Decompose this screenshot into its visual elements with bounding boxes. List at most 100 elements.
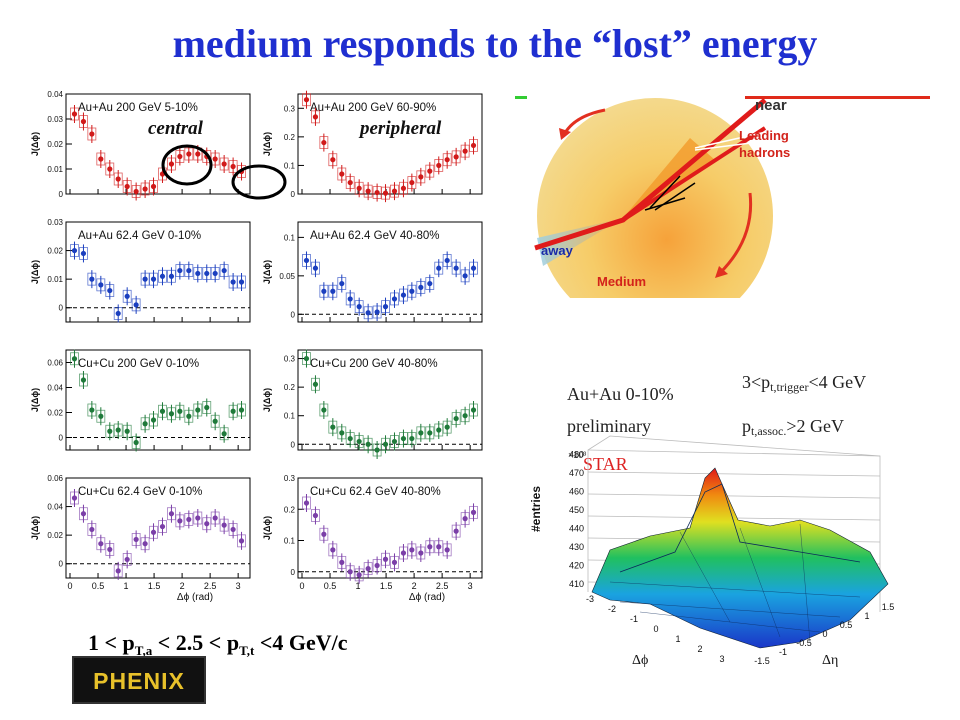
y-tick-label: 0.1: [284, 161, 296, 170]
y-tick-label: 0.04: [47, 503, 63, 512]
y-tick-label: 0: [59, 560, 64, 569]
data-point: [195, 515, 201, 521]
data-point: [168, 273, 175, 279]
y-axis-label: J(Δϕ): [30, 388, 40, 412]
data-point: [177, 408, 183, 414]
central-label: central: [148, 118, 204, 139]
phenix-logo: PHENIX: [72, 656, 206, 704]
y-axis-label: J(Δϕ): [30, 516, 40, 540]
data-point: [98, 156, 104, 162]
data-point: [453, 265, 459, 271]
data-point: [409, 288, 415, 294]
leading-label: Leading: [739, 128, 789, 143]
data-point: [142, 186, 148, 192]
data-point: [427, 430, 433, 436]
y-axis-label: J(Δϕ): [262, 260, 272, 284]
y-tick-label: 0.1: [284, 412, 296, 421]
x-axis-label: Δϕ (rad): [177, 592, 213, 603]
data-point: [427, 168, 433, 174]
data-point: [159, 273, 166, 279]
y-tick-label: 0.01: [47, 275, 63, 284]
data-point: [107, 428, 113, 434]
x-axis-label: Δϕ (rad): [409, 592, 445, 603]
phi-tick-label: 1: [675, 634, 680, 644]
data-point: [230, 279, 236, 285]
y-axis-label: J(Δϕ): [30, 132, 40, 156]
data-point: [365, 188, 371, 194]
near-jet-lines: [621, 126, 767, 222]
data-point: [444, 547, 450, 553]
y-tick-label: 0.2: [284, 383, 296, 392]
y-tick-label: 0.06: [47, 474, 63, 483]
lego-surface-plot: 410 420 430 440 450 460 470 480 -3 -2 -1 0 1 2 3 -1.5 -1…: [529, 435, 894, 668]
data-point: [212, 515, 218, 521]
data-point: [382, 441, 389, 447]
y-tick-label: 0.02: [47, 531, 63, 540]
entries-tick-label: 460: [569, 487, 584, 497]
near-label: near: [755, 97, 787, 114]
data-point: [321, 531, 327, 537]
data-point: [409, 435, 415, 442]
data-point: [238, 538, 245, 544]
data-point: [195, 407, 201, 413]
y-tick-label: 0: [291, 568, 296, 577]
data-point: [150, 417, 157, 423]
data-point: [436, 265, 442, 271]
data-point: [339, 171, 345, 177]
data-point: [356, 438, 362, 445]
entries-axis-label: #entries: [529, 486, 543, 532]
data-point: [150, 183, 157, 190]
entries-exponent: ×10³: [568, 450, 586, 460]
data-point: [470, 407, 477, 413]
data-point: [462, 516, 468, 522]
y-tick-label: 0.03: [47, 218, 63, 227]
x-tick-label: 1: [356, 581, 361, 591]
data-point: [204, 404, 210, 411]
data-point: [107, 287, 113, 294]
frame-edge: [587, 471, 881, 477]
data-point: [356, 304, 362, 310]
track-line: [649, 175, 681, 209]
x-tick-label: 2.5: [204, 581, 217, 591]
data-point: [470, 142, 477, 149]
lego-preliminary-label: preliminary: [567, 416, 651, 436]
data-point: [303, 500, 310, 506]
data-point: [339, 559, 345, 565]
phi-tick-label: 2: [697, 644, 702, 654]
phi-tick-label: 3: [719, 654, 724, 664]
data-point: [444, 157, 450, 163]
data-point: [436, 427, 442, 433]
data-point: [356, 185, 362, 191]
highlight-ellipse-mid: [161, 144, 213, 186]
data-point: [374, 562, 380, 569]
frame-edge: [587, 435, 881, 612]
data-point: [427, 280, 433, 287]
data-point: [365, 566, 371, 572]
data-point: [400, 292, 407, 298]
eta-axis-label: Δη: [822, 653, 838, 668]
star-label: STAR: [583, 454, 628, 474]
hadrons-label: hadrons: [739, 145, 790, 160]
panel-title: Cu+Cu 62.4 GeV 0-10%: [78, 486, 202, 498]
arrowhead: [559, 128, 571, 140]
data-point: [150, 529, 157, 535]
x-tick-label: 1.5: [380, 581, 393, 591]
data-point: [98, 413, 104, 419]
data-point: [374, 309, 380, 315]
data-point: [382, 556, 389, 562]
data-point: [470, 509, 477, 515]
data-point: [436, 162, 442, 169]
data-point: [400, 185, 407, 191]
data-point: [418, 550, 424, 556]
data-point: [347, 435, 353, 442]
y-tick-label: 0.2: [284, 133, 296, 142]
y-tick-label: 0.3: [284, 104, 296, 113]
data-point: [427, 544, 433, 550]
y-tick-label: 0.01: [47, 165, 63, 174]
data-point: [230, 408, 236, 414]
data-point: [391, 559, 398, 565]
lego-system-label: Au+Au 0-10%: [567, 384, 674, 404]
y-tick-label: 0: [59, 304, 64, 313]
data-point: [98, 282, 104, 288]
data-point: [382, 190, 389, 196]
